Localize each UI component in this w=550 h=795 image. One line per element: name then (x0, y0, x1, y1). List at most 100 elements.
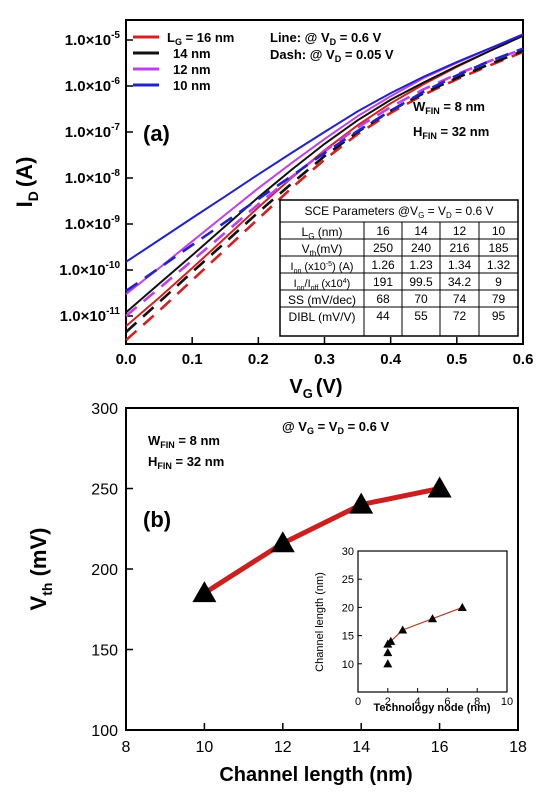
panel-b-y-axis-label: Vth (mV) (26, 528, 55, 611)
sce-parameters-table: SCE Parameters @VG = VD = 0.6 V LG (nm) … (279, 199, 519, 337)
inset-x-tick-label: 10 (501, 696, 513, 708)
x-tick-label: 0.0 (116, 351, 137, 368)
panel-b-ticks (125, 407, 519, 731)
x-tick-label: 0.3 (314, 351, 335, 368)
table-cell: 55 (414, 309, 428, 323)
table-cell: 44 (376, 309, 390, 323)
x-tick-label: 0.2 (248, 351, 269, 368)
inset-x-tick-labels: 0 2 4 6 8 10 (355, 696, 513, 708)
table-row-label-ss: SS (mV/dec) (288, 293, 356, 307)
table-cell: 16 (376, 224, 390, 238)
y-tick-label: 250 (91, 482, 118, 499)
table-cell: 70 (414, 292, 428, 306)
table-grid (280, 221, 518, 336)
inset-x-axis-label: Technology node (nm) (373, 702, 490, 714)
inset-x-tick-label: 0 (355, 696, 361, 708)
inset-x-tick-label: 8 (474, 696, 480, 708)
inset-x-tick-label: 2 (385, 696, 391, 708)
panel-a-id-vg: 0.0 0.1 0.2 0.3 0.4 0.5 0.6 1.0×10-11 1.0×10-10… (12, 19, 534, 401)
inset-y-tick-label: 20 (342, 602, 354, 614)
table-cell: 1.23 (409, 258, 433, 272)
series-10nm-vd-0.05 (125, 47, 524, 293)
y-tick-label: 1.0×10-10 (59, 260, 120, 279)
vth-line (203, 486, 441, 596)
inset-x-tick-label: 4 (415, 696, 421, 708)
x-tick-label: 0.5 (446, 351, 467, 368)
inset-y-tick-label: 25 (342, 574, 354, 586)
y-tick-label: 150 (91, 643, 118, 660)
panel-a-y-tick-labels: 1.0×10-11 1.0×10-10 1.0×10-9 1.0×10-8 1.0×10… (59, 30, 120, 325)
table-cell: 1.26 (371, 258, 395, 272)
inset-marker (383, 648, 393, 657)
inset-trend-line (390, 606, 463, 642)
y-tick-label: 1.0×10-6 (65, 76, 121, 95)
inset-y-axis-label: Channel length (nm) (314, 572, 326, 672)
table-title: SCE Parameters @VG = VD = 0.6 V (305, 204, 494, 220)
inset-y-tick-label: 30 (342, 546, 354, 558)
panel-a-x-tick-labels: 0.0 0.1 0.2 0.3 0.4 0.5 0.6 (116, 351, 534, 368)
table-row-label-ion-ioff: Ion/Ioff (x104) (294, 278, 351, 292)
table-cell: 10 (492, 224, 506, 238)
annotation-dash-condition: Dash: @ VD = 0.05 V (270, 47, 394, 64)
table-cell: 9 (495, 275, 502, 289)
table-cell: 250 (373, 241, 393, 255)
panel-a-x-axis-label: VG (V) (289, 376, 342, 401)
table-row-label-dibl: DIBL (mV/V) (289, 310, 356, 324)
table-cell: 216 (449, 241, 469, 255)
x-tick-label: 14 (352, 739, 370, 756)
series-10nm-vd-0.6 (125, 33, 524, 263)
x-tick-label: 0.6 (513, 351, 534, 368)
table-row-label-vth: Vth(mV) (302, 242, 343, 258)
table-cell: 191 (373, 275, 393, 289)
table-row-label-ion: Ion (x10-5) (A) (291, 261, 354, 275)
inset-y-tick-label: 10 (342, 659, 354, 671)
table-row-label-lg: LG (nm) (302, 225, 343, 241)
inset-x-tick-label: 6 (444, 696, 450, 708)
x-tick-label: 0.4 (380, 351, 402, 368)
inset-marker (457, 602, 467, 611)
panel-a-legend: LG = 16 nm 14 nm 12 nm 10 nm (133, 30, 234, 93)
panel-b-condition: @ VG = VD = 0.6 V (282, 419, 389, 436)
y-tick-label: 1.0×10-11 (60, 306, 121, 325)
panel-b-wfin: WFIN = 8 nm (148, 433, 220, 450)
vth-marker (270, 531, 295, 553)
inset-marker (386, 636, 396, 645)
inset-y-tick-label: 15 (342, 631, 354, 643)
series-14nm-vd-0.6 (125, 34, 524, 314)
panel-b-hfin: HFIN = 32 nm (148, 454, 224, 471)
panel-a-label: (a) (143, 121, 170, 146)
table-cell: 240 (411, 241, 431, 255)
y-tick-label: 200 (91, 562, 118, 579)
series-14nm-vd-0.05 (125, 49, 524, 333)
y-tick-label: 1.0×10-9 (65, 214, 121, 233)
legend-label-16nm: LG = 16 nm (167, 30, 234, 47)
table-cell: 99.5 (409, 275, 433, 289)
x-tick-label: 10 (196, 739, 214, 756)
inset-series (383, 602, 467, 668)
vth-marker (427, 476, 452, 498)
table-cell: 68 (376, 292, 390, 306)
table-values: 16 14 12 10 250 240 216 185 1.26 1.23 1.34 1.32 191 9… (371, 224, 510, 323)
vth-marker (349, 492, 374, 514)
vth-marker (192, 581, 217, 603)
legend-label-12nm: 12 nm (173, 62, 211, 77)
annotation-wfin: WFIN = 8 nm (413, 99, 485, 116)
panel-b-x-tick-labels: 8 10 12 14 16 18 (122, 739, 527, 756)
table-cell: 79 (492, 292, 506, 306)
panel-a-y-axis-label: ID(A) (12, 157, 41, 208)
table-cell: 1.32 (487, 258, 511, 272)
inset-marker (383, 659, 393, 668)
table-cell: 185 (488, 241, 508, 255)
inset-marker (428, 614, 437, 623)
inset-y-tick-labels: 10 15 20 25 30 (342, 546, 354, 671)
x-tick-label: 8 (122, 739, 131, 756)
annotation-hfin: HFIN = 32 nm (413, 124, 489, 141)
annotation-line-condition: Line: @ VD = 0.6 V (270, 30, 382, 47)
x-tick-label: 0.1 (182, 351, 203, 368)
table-cell: 14 (414, 224, 428, 238)
x-tick-label: 16 (431, 739, 449, 756)
series-12nm-vd-0.05 (125, 47, 524, 317)
